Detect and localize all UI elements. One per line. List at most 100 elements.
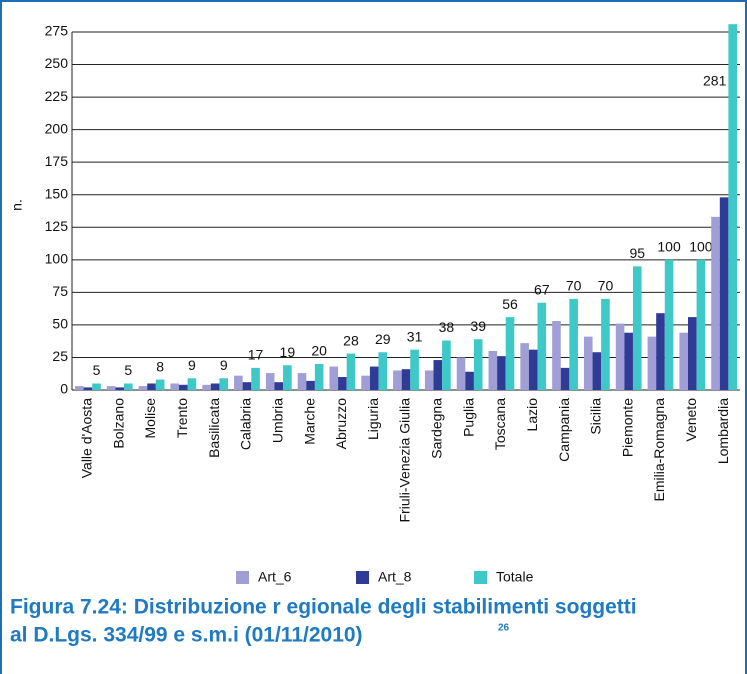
bar xyxy=(393,370,402,390)
bar xyxy=(728,24,737,391)
legend-swatch xyxy=(236,571,249,584)
bar xyxy=(656,313,665,390)
y-tick-label: 250 xyxy=(45,55,69,71)
x-tick-label: Sicilia xyxy=(588,398,604,435)
x-tick-label: Umbria xyxy=(269,398,285,443)
legend-label: Art_8 xyxy=(378,569,412,585)
bar xyxy=(528,349,538,390)
bar xyxy=(92,383,101,390)
bar xyxy=(505,317,515,390)
y-tick-label: 25 xyxy=(52,348,68,364)
bar xyxy=(346,353,356,390)
bar xyxy=(537,302,547,390)
y-tick-label: 275 xyxy=(45,23,69,39)
data-label: 19 xyxy=(280,344,296,360)
data-label: 100 xyxy=(657,239,681,255)
x-tick-label: Friuli-Venezia Giulia xyxy=(397,398,413,523)
x-tick-label: Puglia xyxy=(460,398,476,437)
x-tick-label: Emilia-Romagna xyxy=(651,398,667,502)
y-tick-label: 0 xyxy=(60,381,68,397)
x-tick-label: Marche xyxy=(301,398,317,445)
x-tick-label: Valle d'Aosta xyxy=(79,398,95,478)
x-tick-label: Bolzano xyxy=(110,398,126,449)
bar xyxy=(283,365,292,390)
bar xyxy=(520,343,529,390)
y-tick-label: 125 xyxy=(45,218,69,234)
data-label: 38 xyxy=(439,319,455,335)
x-tick-label: Campania xyxy=(556,398,572,462)
data-label: 70 xyxy=(598,278,614,294)
data-label: 29 xyxy=(375,331,391,347)
footnote-ref: 26 xyxy=(498,623,510,634)
bar xyxy=(234,375,243,390)
bar xyxy=(401,369,411,390)
bar xyxy=(170,383,180,390)
bar xyxy=(592,352,602,390)
bar xyxy=(297,373,307,390)
bar xyxy=(251,367,260,390)
bar xyxy=(488,350,498,390)
y-tick-label: 175 xyxy=(45,153,69,169)
bar xyxy=(83,387,93,390)
x-tick-label: Molise xyxy=(142,398,158,439)
x-tick-label: Liguria xyxy=(365,398,381,440)
caption-line: Figura 7.24: Distribuzione r egionale de… xyxy=(10,596,637,619)
data-label: 95 xyxy=(629,245,645,261)
bar xyxy=(410,349,419,390)
x-tick-label: Calabria xyxy=(238,398,254,450)
bar xyxy=(329,366,339,390)
legend-label: Totale xyxy=(496,569,534,585)
data-label: 56 xyxy=(502,296,518,312)
data-label: 9 xyxy=(188,357,196,373)
bar xyxy=(711,216,720,390)
bar xyxy=(274,382,284,390)
bar xyxy=(719,197,729,390)
data-label: 17 xyxy=(248,347,264,363)
bar xyxy=(219,378,229,390)
data-label: 28 xyxy=(343,332,359,348)
bar xyxy=(687,317,697,390)
data-label: 70 xyxy=(566,278,582,294)
x-tick-label: Lombardia xyxy=(715,398,731,464)
x-tick-label: Veneto xyxy=(683,398,699,442)
bar xyxy=(647,336,657,390)
bar xyxy=(338,376,347,390)
y-tick-label: 150 xyxy=(45,185,69,201)
bar xyxy=(569,298,578,390)
legend-swatch xyxy=(474,571,487,584)
bar xyxy=(75,386,84,390)
y-tick-label: 50 xyxy=(52,316,68,332)
bar xyxy=(442,340,451,390)
bar xyxy=(497,356,506,390)
bar xyxy=(210,383,220,390)
bar xyxy=(456,357,466,390)
data-label: 67 xyxy=(534,281,550,297)
bar xyxy=(433,360,443,390)
bar xyxy=(187,378,197,390)
bar xyxy=(155,379,165,390)
bar xyxy=(378,352,388,390)
bar xyxy=(124,383,133,390)
data-label: 31 xyxy=(407,328,423,344)
bar xyxy=(314,363,324,390)
bar xyxy=(615,323,625,390)
x-tick-label: Piemonte xyxy=(619,398,635,457)
y-tick-label: 75 xyxy=(52,283,68,299)
y-tick-label: 200 xyxy=(45,120,69,136)
bar xyxy=(242,382,252,390)
bar xyxy=(138,386,148,390)
data-label: 5 xyxy=(93,362,101,378)
bar xyxy=(632,266,642,390)
data-label: 100 xyxy=(689,239,713,255)
bar xyxy=(306,380,315,390)
bar xyxy=(147,383,156,390)
bar xyxy=(664,259,674,390)
data-label: 39 xyxy=(470,318,486,334)
x-tick-label: Sardegna xyxy=(429,398,445,459)
bar xyxy=(115,387,125,390)
x-tick-label: Lazio xyxy=(524,398,540,432)
bar xyxy=(465,371,474,390)
bar xyxy=(624,332,633,390)
